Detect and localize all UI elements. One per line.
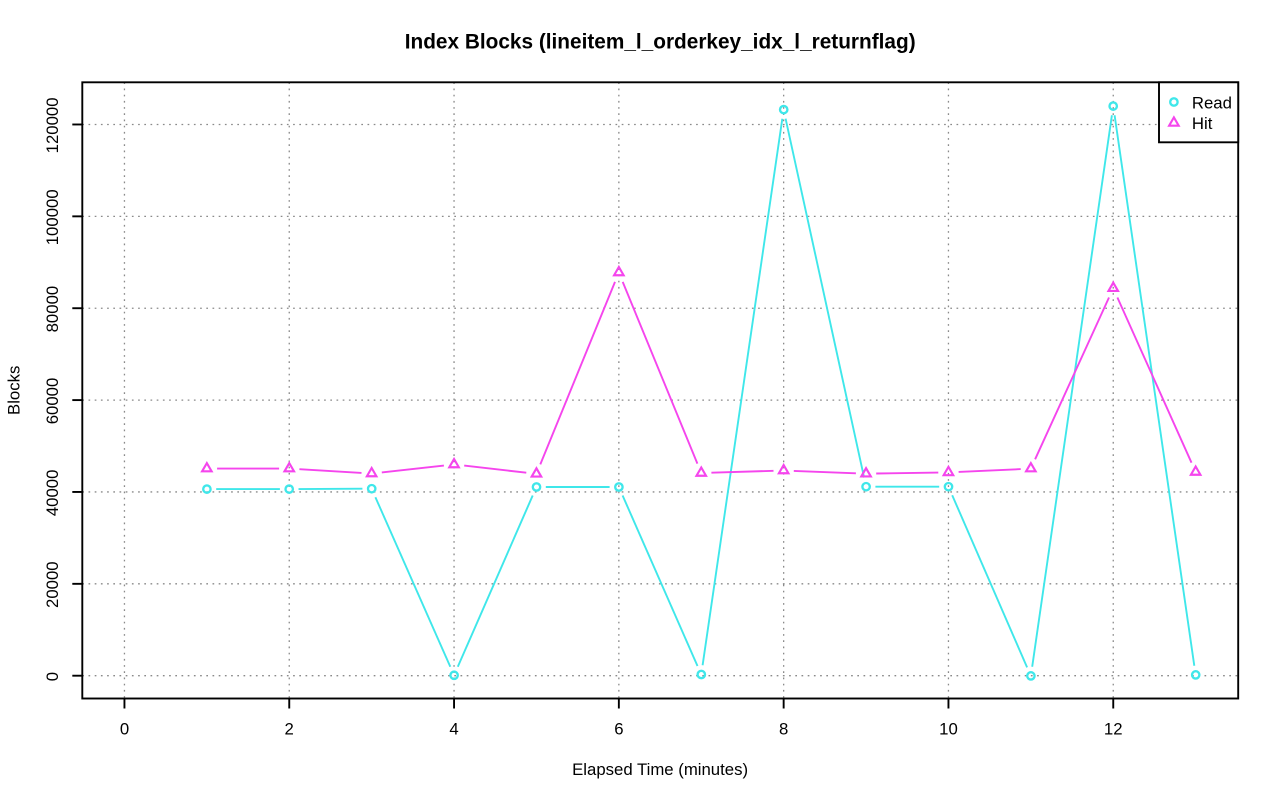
svg-text:80000: 80000 <box>43 286 62 333</box>
svg-text:Read: Read <box>1192 93 1232 112</box>
svg-text:4: 4 <box>449 720 458 739</box>
svg-text:Hit: Hit <box>1192 114 1213 133</box>
svg-text:0: 0 <box>43 672 62 681</box>
svg-text:40000: 40000 <box>43 470 62 517</box>
svg-text:10: 10 <box>939 720 958 739</box>
svg-text:12: 12 <box>1104 720 1123 739</box>
svg-text:0: 0 <box>120 720 129 739</box>
svg-text:60000: 60000 <box>43 378 62 425</box>
svg-text:100000: 100000 <box>43 189 62 245</box>
svg-text:120000: 120000 <box>43 97 62 153</box>
svg-text:2: 2 <box>285 720 294 739</box>
svg-text:Index Blocks (lineitem_l_order: Index Blocks (lineitem_l_orderkey_idx_l_… <box>405 30 916 53</box>
svg-text:Elapsed Time (minutes): Elapsed Time (minutes) <box>572 760 748 779</box>
svg-text:20000: 20000 <box>43 561 62 608</box>
svg-text:Blocks: Blocks <box>5 366 24 415</box>
svg-text:6: 6 <box>614 720 623 739</box>
svg-text:8: 8 <box>779 720 788 739</box>
